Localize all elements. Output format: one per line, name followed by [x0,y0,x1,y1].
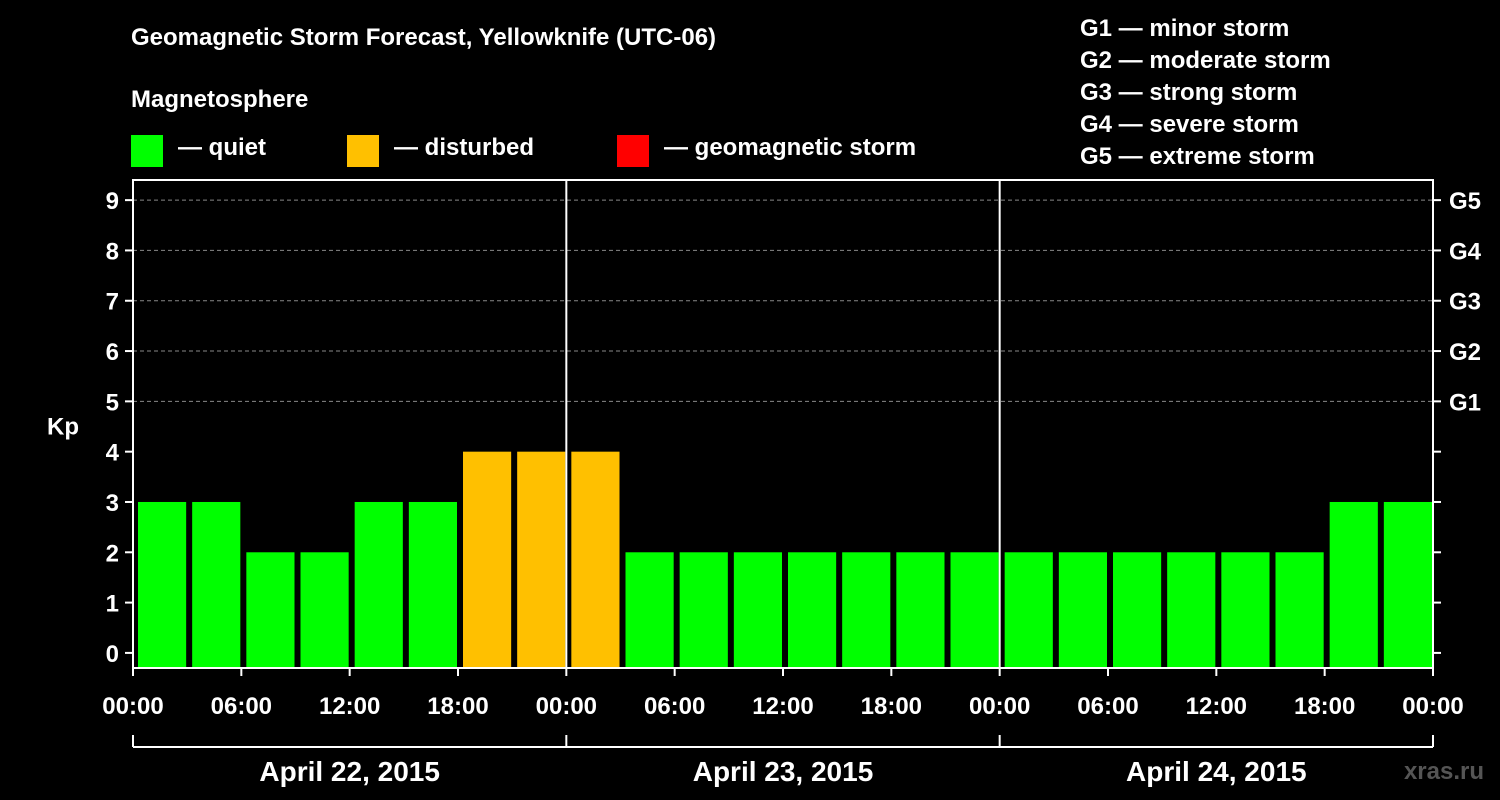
bar-1 [192,501,241,668]
quiet-legend-label: — quiet [178,134,266,161]
watermark: xras.ru [1403,758,1484,785]
bar-20 [1221,552,1270,668]
xtick-label-1: 06:00 [211,693,272,720]
bar-18 [1113,552,1162,668]
g-label-G5: G5 [1449,188,1481,215]
xtick-label-2: 12:00 [319,693,380,720]
g-label-G2: G2 [1449,339,1481,366]
g-label-G4: G4 [1449,238,1482,265]
magnetosphere-heading: Magnetosphere [131,86,309,113]
quiet-swatch [131,135,163,167]
ytick-label-0: 0 [106,641,119,668]
xtick-label-3: 18:00 [427,693,488,720]
bar-16 [1004,552,1053,668]
bar-8 [571,451,620,668]
xtick-label-9: 06:00 [1077,693,1138,720]
bar-2 [246,552,295,668]
disturbed-legend-label: — disturbed [394,134,535,161]
bar-0 [138,501,187,668]
ytick-label-3: 3 [106,490,119,517]
bar-7 [517,451,566,668]
ytick-label-6: 6 [106,339,119,366]
bar-15 [950,552,999,668]
xtick-label-10: 12:00 [1186,693,1247,720]
bar-22 [1329,501,1378,668]
ytick-label-8: 8 [106,238,119,265]
ytick-label-2: 2 [106,540,119,567]
ytick-label-7: 7 [106,289,119,316]
bar-17 [1058,552,1107,668]
storm-level-g1: G1 — minor storm [1080,15,1290,42]
xtick-label-8: 00:00 [969,693,1030,720]
xtick-label-7: 18:00 [861,693,922,720]
xtick-label-11: 18:00 [1294,693,1355,720]
xtick-label-5: 06:00 [644,693,705,720]
bar-19 [1167,552,1216,668]
bar-10 [679,552,728,668]
xtick-label-12: 00:00 [1402,693,1463,720]
bar-9 [625,552,674,668]
bar-4 [354,501,403,668]
storm-swatch [617,135,649,167]
day-label-0: April 22, 2015 [259,756,440,787]
bar-3 [300,552,349,668]
ytick-label-5: 5 [106,389,119,416]
bar-5 [408,501,457,668]
y-axis-label: Kp [47,414,79,441]
ytick-label-1: 1 [106,591,119,618]
disturbed-swatch [347,135,379,167]
bar-14 [896,552,945,668]
bar-6 [463,451,512,668]
day-label-2: April 24, 2015 [1126,756,1307,787]
g-label-G1: G1 [1449,389,1481,416]
bar-21 [1275,552,1324,668]
storm-level-g3: G3 — strong storm [1080,79,1298,106]
ytick-label-9: 9 [106,188,119,215]
bar-12 [788,552,837,668]
day-label-1: April 23, 2015 [693,756,874,787]
storm-level-g5: G5 — extreme storm [1080,143,1315,170]
storm-level-g2: G2 — moderate storm [1080,47,1331,74]
bar-13 [842,552,891,668]
xtick-label-0: 00:00 [102,693,163,720]
chart-title: Geomagnetic Storm Forecast, Yellowknife … [131,24,717,51]
bar-11 [733,552,782,668]
g-label-G3: G3 [1449,289,1481,316]
xtick-label-6: 12:00 [752,693,813,720]
ytick-label-4: 4 [106,440,120,467]
xtick-label-4: 00:00 [536,693,597,720]
storm-legend-label: — geomagnetic storm [664,134,917,161]
bar-23 [1383,501,1432,668]
storm-level-g4: G4 — severe storm [1080,111,1299,138]
